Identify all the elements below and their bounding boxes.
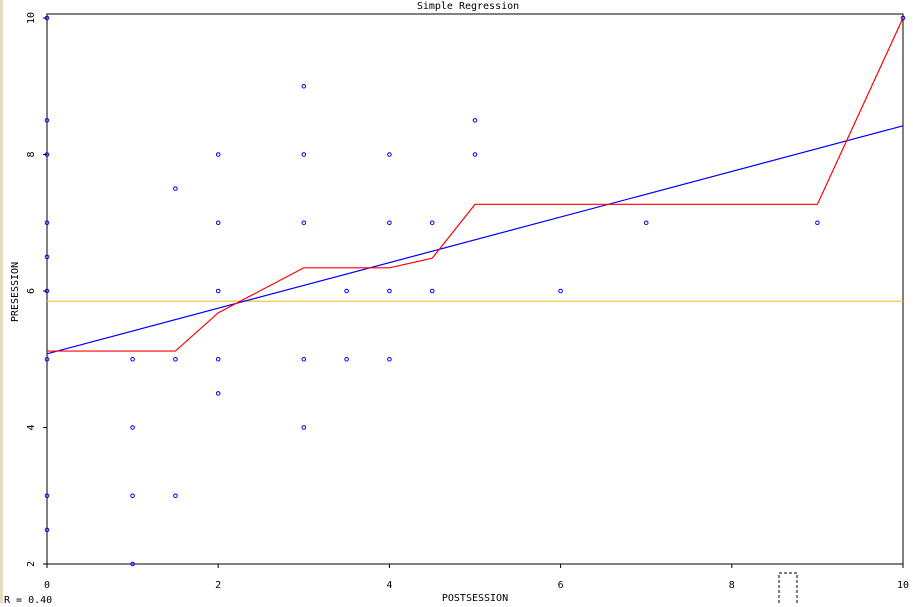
y-tick-label: 4 xyxy=(26,424,37,430)
point xyxy=(387,356,392,362)
point xyxy=(558,288,563,294)
point xyxy=(815,220,820,226)
point xyxy=(301,83,307,89)
point xyxy=(900,15,906,21)
point xyxy=(643,220,649,226)
point xyxy=(301,220,307,226)
point xyxy=(387,152,392,157)
x-tick-label: 4 xyxy=(386,580,392,591)
point xyxy=(472,152,478,157)
focus-box xyxy=(778,572,798,606)
point xyxy=(215,220,221,226)
x-tick-label: 10 xyxy=(897,580,909,591)
point xyxy=(44,220,50,226)
y-tick-label: 6 xyxy=(26,288,37,294)
point xyxy=(215,391,221,396)
point xyxy=(130,493,135,499)
point xyxy=(215,152,221,157)
line xyxy=(46,125,904,355)
plot-frame xyxy=(46,13,904,565)
x-axis-label: POSTSESSION xyxy=(442,593,508,603)
point xyxy=(387,288,392,294)
point xyxy=(44,152,50,157)
point xyxy=(44,527,50,533)
point xyxy=(344,288,349,294)
line xyxy=(47,17,904,352)
point xyxy=(301,425,307,430)
point xyxy=(173,493,178,499)
point xyxy=(301,152,307,157)
point xyxy=(173,356,178,362)
x-tick-label: 6 xyxy=(558,580,564,591)
point xyxy=(44,356,50,362)
point xyxy=(344,356,349,362)
chart-title: Simple Regression xyxy=(417,1,519,12)
x-tick-label: 0 xyxy=(44,580,50,591)
point xyxy=(472,118,478,123)
point xyxy=(429,220,435,226)
point xyxy=(215,356,221,362)
y-tick-label: 2 xyxy=(26,561,37,567)
point xyxy=(130,561,135,567)
point xyxy=(44,15,50,21)
y-axis-label: PRESESSION xyxy=(10,262,21,322)
point xyxy=(44,493,50,499)
y-tick-label: 10 xyxy=(26,12,37,24)
x-tick-label: 8 xyxy=(729,580,735,591)
point xyxy=(44,254,50,260)
point xyxy=(387,220,392,226)
point xyxy=(301,356,307,362)
point xyxy=(44,288,50,294)
x-tick-label: 2 xyxy=(215,580,221,591)
y-tick-label: 8 xyxy=(26,151,37,157)
point xyxy=(173,186,178,191)
annotation: R = 0.40 xyxy=(4,595,52,603)
point xyxy=(44,118,50,123)
window-edge xyxy=(0,0,3,603)
point xyxy=(130,425,135,430)
point xyxy=(215,288,221,294)
point xyxy=(130,356,135,362)
point xyxy=(429,288,435,294)
